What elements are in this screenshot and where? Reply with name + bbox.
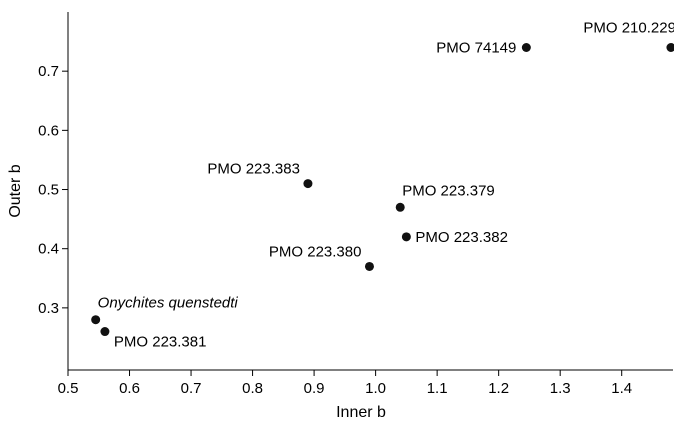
y-axis-title: Outer b: [7, 164, 24, 217]
x-tick-label: 1.0: [365, 380, 386, 397]
point-label: PMO 223.379: [402, 182, 495, 199]
tick-marks: 0.5 0.6 0.7 0.8 0.9 1.0 1.1 1.2 1.3 1.4 0.3 0.4 0.5 0…: [38, 63, 632, 397]
axes: [67, 12, 673, 371]
x-tick-label: 0.8: [242, 380, 263, 397]
y-tick-label: 0.6: [38, 122, 59, 139]
x-tick-label: 1.1: [427, 380, 448, 397]
data-point: [521, 43, 531, 53]
point-label: Onychites quenstedti: [98, 295, 239, 312]
point-label: PMO 223.383: [207, 161, 300, 178]
x-tick-label: 1.4: [611, 380, 632, 397]
y-tick-label: 0.5: [38, 182, 59, 199]
x-tick-label: 0.6: [119, 380, 140, 397]
y-tick-label: 0.4: [38, 241, 59, 258]
data-point: [91, 315, 101, 325]
data-point: [401, 232, 411, 242]
axis-frame: [67, 12, 673, 371]
point-label: PMO 223.380: [269, 243, 362, 260]
data-point: [395, 202, 405, 212]
point-label: PMO 223.381: [114, 334, 207, 351]
x-tick-label: 0.5: [58, 380, 79, 397]
data-points: PMO 210.229 PMO 74149 PMO 223.383 PMO 223.3…: [91, 20, 674, 351]
data-point: [303, 179, 313, 189]
point-label: PMO 74149: [436, 40, 516, 57]
x-axis-title: Inner b: [336, 404, 386, 421]
data-point: [364, 261, 374, 271]
y-tick-label: 0.7: [38, 63, 59, 80]
x-tick-label: 0.7: [181, 380, 202, 397]
x-tick-label: 1.2: [488, 380, 509, 397]
y-tick-label: 0.3: [38, 300, 59, 317]
data-point: [666, 43, 674, 53]
point-label: PMO 210.229: [583, 20, 674, 37]
x-tick-label: 0.9: [304, 380, 325, 397]
x-tick-label: 1.3: [550, 380, 571, 397]
point-label: PMO 223.382: [415, 229, 508, 246]
data-point: [100, 327, 110, 337]
